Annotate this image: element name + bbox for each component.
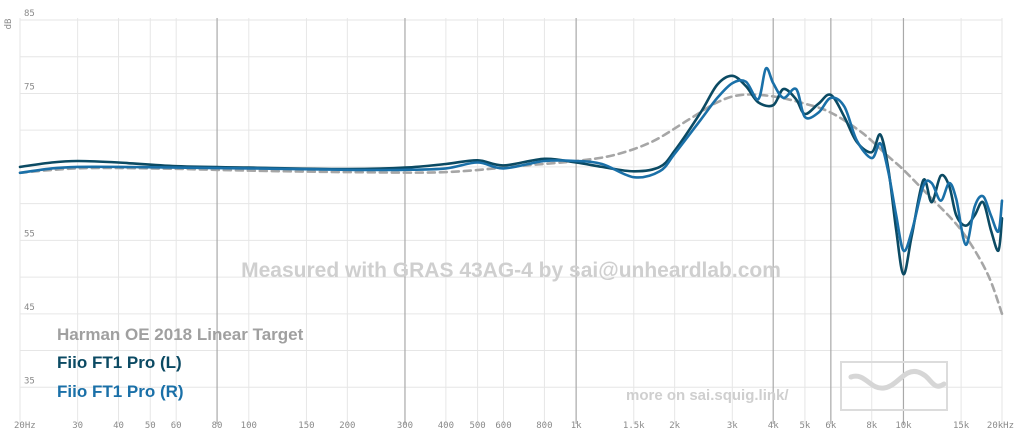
x-tick-label: 3k <box>727 421 738 431</box>
y-axis-label: dB <box>4 19 14 30</box>
x-tick-label: 300 <box>397 421 413 431</box>
legend-item-left[interactable]: Fiio FT1 Pro (L) <box>57 353 182 372</box>
x-tick-label: 20Hz <box>14 421 36 431</box>
x-tick-label: 1.5k <box>623 421 645 431</box>
series-lines <box>18 66 1004 316</box>
measurement-watermark: Measured with GRAS 43AG-4 by sai@unheard… <box>241 259 781 282</box>
x-tick-label: 8k <box>866 421 877 431</box>
x-tick-label: 80 <box>212 421 223 431</box>
x-tick-label: 400 <box>438 421 454 431</box>
x-tick-label: 20kHz <box>987 421 1014 431</box>
x-axis-ticks: 20Hz 30 40 50 60 80 100 150 200 300 400 500 600 800 1k… <box>14 421 1014 431</box>
x-tick-label: 15k <box>953 421 970 431</box>
x-tick-label: 200 <box>339 421 355 431</box>
legend-item-target[interactable]: Harman OE 2018 Linear Target <box>57 325 304 344</box>
x-tick-label: 100 <box>241 421 257 431</box>
x-tick-label: 4k <box>768 421 779 431</box>
x-tick-label: 800 <box>536 421 552 431</box>
x-tick-label: 600 <box>495 421 511 431</box>
x-tick-label: 1k <box>571 421 582 431</box>
y-tick-label: 35 <box>24 376 35 386</box>
x-tick-label: 50 <box>145 421 156 431</box>
x-tick-label: 60 <box>171 421 182 431</box>
y-tick-label: 45 <box>24 303 35 313</box>
y-axis-ticks: 85 75 55 45 35 <box>24 9 35 386</box>
x-tick-label: 6k <box>825 421 836 431</box>
legend-item-right[interactable]: Fiio FT1 Pro (R) <box>57 382 184 401</box>
x-tick-label: 150 <box>298 421 314 431</box>
series-line-left <box>18 74 1004 276</box>
y-tick-label: 55 <box>24 229 35 239</box>
x-tick-label: 30 <box>72 421 83 431</box>
y-tick-label: 75 <box>24 82 35 92</box>
x-tick-label: 10k <box>895 421 912 431</box>
squiglink-logo-icon[interactable] <box>840 361 948 411</box>
x-tick-label: 5k <box>800 421 811 431</box>
y-tick-label: 85 <box>24 9 35 19</box>
series-line-target <box>18 93 1004 316</box>
x-tick-label: 500 <box>469 421 485 431</box>
x-tick-label: 2k <box>669 421 680 431</box>
grid <box>19 18 1003 424</box>
series-line-right <box>18 66 1004 253</box>
x-tick-label: 40 <box>113 421 124 431</box>
more-info-link[interactable]: more on sai.squig.link/ <box>626 387 789 404</box>
